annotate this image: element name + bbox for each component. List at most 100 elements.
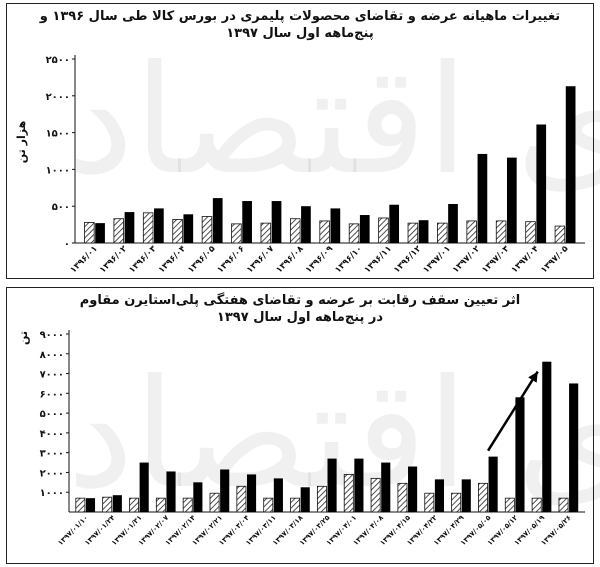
x-tick-label: ۱۳۹۶/۱۱ xyxy=(363,244,394,275)
chart-2-plot: ۱۰۰۰۲۰۰۰۳۰۰۰۴۰۰۰۵۰۰۰۶۰۰۰۷۰۰۰۸۰۰۰۹۰۰۰تن۱۳… xyxy=(17,330,585,547)
bar-series-2 xyxy=(220,469,230,512)
bar-series-1 xyxy=(129,497,140,513)
bar-series-1 xyxy=(263,497,274,513)
x-tick-label: ۱۳۹۶/۰۱ xyxy=(69,244,100,275)
bar-series-1 xyxy=(236,485,247,513)
x-tick-label: ۱۳۹۶/۰۸ xyxy=(274,243,306,275)
bar-series-1 xyxy=(424,492,435,513)
bar-series-1 xyxy=(231,223,242,244)
bar-series-1 xyxy=(142,212,154,244)
bar-series-2 xyxy=(327,458,337,512)
y-axis-label: هزار تن xyxy=(15,121,28,163)
x-tick-label: ۱۳۹۶/۰۷ xyxy=(245,243,277,275)
bar-series-2 xyxy=(461,479,471,512)
x-tick-label: ۱۳۹۶/۰۳ xyxy=(127,243,159,275)
trend-arrow-head xyxy=(528,371,538,383)
bar-series-1 xyxy=(407,222,419,244)
x-tick-label: ۱۳۹۶/۰۶ xyxy=(216,244,247,275)
y-tick-label: ۰ xyxy=(64,239,70,250)
bar-series-2 xyxy=(354,458,364,512)
bar-series-2 xyxy=(300,487,310,512)
bar-series-2 xyxy=(271,201,282,243)
bar-series-2 xyxy=(434,479,444,512)
bar-series-2 xyxy=(330,208,341,243)
bar-series-2 xyxy=(212,198,223,243)
bar-series-1 xyxy=(316,485,327,513)
bar-series-2 xyxy=(95,223,105,243)
bar-series-1 xyxy=(102,496,113,513)
bar-series-2 xyxy=(418,220,429,243)
bar-series-2 xyxy=(477,153,488,243)
x-tick-label: ۱۳۹۷/۰۳ xyxy=(480,243,512,275)
bar-series-1 xyxy=(113,218,125,244)
bar-series-1 xyxy=(525,221,536,244)
y-tick-label: ۱۵۰۰ xyxy=(46,129,70,140)
bar-series-2 xyxy=(506,157,517,243)
bar-series-2 xyxy=(389,204,400,243)
bar-series-1 xyxy=(182,497,193,513)
bar-series-2 xyxy=(112,495,122,512)
bar-series-2 xyxy=(154,208,164,243)
y-tick-label: ۲۰۰۰ xyxy=(46,92,70,103)
y-tick-label: ۲۵۰۰ xyxy=(46,55,70,66)
chart-1-plot: ۰ ۵۰۰ ۱۰۰۰ ۱۵۰۰ ۲۰۰۰ ۲۵۰۰ هزار تن ۱۳۹۶/۰۱ ۱۳۹۶/۰… xyxy=(15,55,585,275)
chart-panel-2: دنیای اقتصاد اثر تعیین سقف رقابت بر عرضه… xyxy=(6,287,600,564)
bar-series-1 xyxy=(84,221,95,244)
chart-1-subtitle: پنج‌ماهه اول سال ۱۳۹۷ xyxy=(226,26,374,41)
bar-series-2 xyxy=(515,397,525,512)
bar-series-1 xyxy=(348,223,360,244)
y-tick-label: ۴۰۰۰ xyxy=(40,429,64,440)
bar-series-1 xyxy=(343,474,354,513)
y-tick-label: ۹۰۰۰ xyxy=(40,330,64,341)
bar-series-1 xyxy=(155,497,166,513)
bar-series-1 xyxy=(531,497,542,513)
y-tick-label: ۲۰۰۰ xyxy=(40,468,64,479)
bar-series-2 xyxy=(193,482,203,512)
bar-series-2 xyxy=(448,203,458,243)
bar-series-1 xyxy=(319,220,330,244)
bar-series-1 xyxy=(451,492,462,513)
bar-series-2 xyxy=(536,124,547,243)
x-tick-label: ۱۳۹۶/۰۵ xyxy=(186,244,217,275)
y-tick-label: ۱۰۰۰ xyxy=(40,488,64,499)
bar-series-1 xyxy=(209,492,220,513)
bar-series-2 xyxy=(301,206,311,243)
bar-series-2 xyxy=(542,361,552,512)
bar-series-1 xyxy=(172,219,183,244)
bar-series-1 xyxy=(478,482,488,513)
y-tick-label: ۳۰۰۰ xyxy=(40,449,64,460)
bar-series-1 xyxy=(260,222,272,244)
x-tick-label: ۱۳۹۶/۱۰ xyxy=(333,244,364,275)
bar-series-2 xyxy=(124,212,135,243)
y-tick-label: ۱۰۰۰ xyxy=(46,165,70,176)
bar-series-2 xyxy=(569,383,579,512)
bar-series-2 xyxy=(565,86,576,244)
bar-series-2 xyxy=(85,498,96,512)
bar-series-1 xyxy=(201,216,213,244)
x-tick-label: ۱۳۹۶/۱۲ xyxy=(392,243,424,275)
y-tick-label: ۵۰۰ xyxy=(52,202,70,213)
bar-series-1 xyxy=(558,497,569,513)
chart-1-title: تغییرات ماهیانه عرضه و تقاضای محصولات پل… xyxy=(39,9,561,24)
bar-series-2 xyxy=(242,201,252,243)
bar-series-1 xyxy=(466,220,477,244)
bar-series-2 xyxy=(139,462,149,512)
chart-panel-1: دنیای اقتصاد تغییرات ماهیانه عرضه و تقاض… xyxy=(6,3,600,279)
x-tick-label: ۱۳۹۷/۰۵ xyxy=(539,244,570,275)
x-tick-label: ۱۳۹۷/۰۱ xyxy=(421,244,452,275)
bar-series-2 xyxy=(183,214,194,243)
bar-series-1 xyxy=(378,217,389,244)
trend-arrow xyxy=(486,370,539,452)
x-tick-label: ۱۳۹۶/۰۴ xyxy=(157,244,188,275)
bar-series-1 xyxy=(495,220,507,244)
bar-series-2 xyxy=(246,474,257,512)
bar-series-1 xyxy=(437,222,448,244)
x-tick-label: ۱۳۹۷/۰۴ xyxy=(510,244,541,275)
bar-series-2 xyxy=(166,471,176,512)
y-tick-label: ۸۰۰۰ xyxy=(40,350,64,361)
bar-series-1 xyxy=(289,218,301,244)
y-tick-label: ۶۰۰۰ xyxy=(40,389,64,400)
bar-series-2 xyxy=(359,215,370,243)
bar-series-2 xyxy=(408,466,418,512)
bar-series-2 xyxy=(381,462,391,512)
